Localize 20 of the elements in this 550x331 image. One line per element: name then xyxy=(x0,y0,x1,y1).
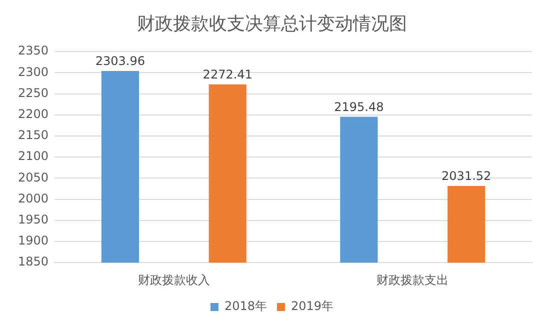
y-tick-label: 2250 xyxy=(18,86,49,100)
x-tick-label: 财政拨款支出 xyxy=(376,272,449,287)
y-tick-label: 1850 xyxy=(18,254,49,269)
y-tick-label: 2000 xyxy=(18,191,49,206)
y-tick-label: 2350 xyxy=(18,44,49,58)
y-tick-label: 1950 xyxy=(18,212,49,227)
y-tick-label: 2050 xyxy=(18,170,49,184)
y-tick-label: 2150 xyxy=(18,128,49,142)
data-label: 2031.52 xyxy=(442,169,492,184)
legend-label: 2018年 xyxy=(224,299,268,314)
chart-title: 财政拨款收支决算总计变动情况图 xyxy=(137,13,407,34)
data-label: 2303.96 xyxy=(95,54,145,68)
y-tick-label: 2100 xyxy=(18,149,49,164)
y-tick-label: 2300 xyxy=(18,64,49,79)
legend-label: 2019年 xyxy=(291,299,334,314)
data-label: 2272.41 xyxy=(202,67,252,82)
data-label: 2195.48 xyxy=(334,100,384,114)
y-tick-label: 1900 xyxy=(18,234,49,248)
y-tick-label: 2200 xyxy=(18,107,49,122)
x-tick-label: 财政拨款收入 xyxy=(138,272,210,287)
